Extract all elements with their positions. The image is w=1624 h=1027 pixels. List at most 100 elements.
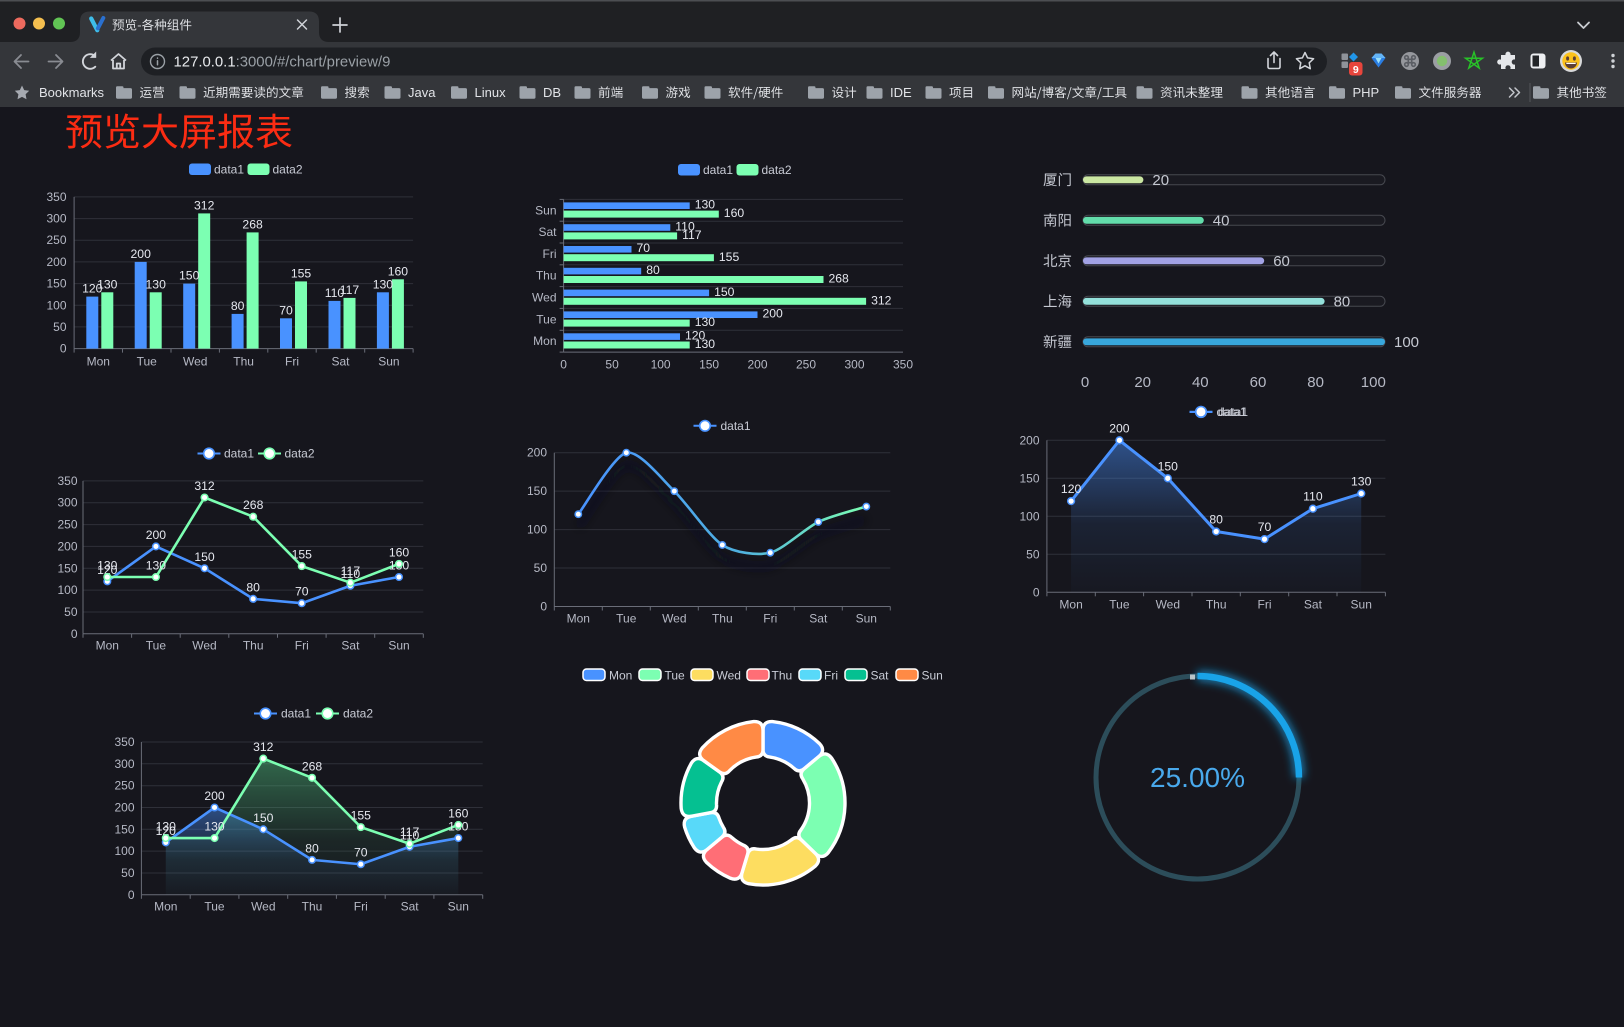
svg-text:200: 200	[527, 446, 547, 460]
svg-text:110: 110	[400, 828, 420, 842]
svg-text:Mon: Mon	[1059, 598, 1082, 612]
svg-text:Mon: Mon	[609, 669, 632, 683]
svg-text:350: 350	[57, 474, 77, 488]
svg-text:Mon: Mon	[154, 900, 177, 914]
svg-text:Sat: Sat	[538, 225, 557, 239]
svg-text:Wed: Wed	[662, 612, 686, 626]
svg-text:100: 100	[114, 844, 134, 858]
svg-text:312: 312	[871, 293, 892, 307]
svg-text:data1: data1	[224, 447, 254, 461]
svg-text:100: 100	[1394, 334, 1419, 351]
svg-text:Thu: Thu	[302, 900, 323, 914]
svg-text:80: 80	[646, 263, 660, 277]
svg-text:130: 130	[156, 820, 177, 834]
svg-text:data2: data2	[285, 447, 315, 461]
svg-text:300: 300	[844, 358, 864, 372]
svg-text:150: 150	[1158, 459, 1179, 473]
svg-text:Sat: Sat	[809, 612, 828, 626]
svg-text:250: 250	[796, 358, 816, 372]
svg-text:Wed: Wed	[183, 355, 207, 369]
svg-text:Sun: Sun	[448, 900, 469, 914]
svg-text:130: 130	[1351, 475, 1372, 489]
svg-text:Java: Java	[408, 85, 436, 100]
svg-text:9: 9	[1353, 64, 1359, 76]
svg-text:110: 110	[1303, 490, 1323, 504]
svg-text:Tue: Tue	[204, 900, 225, 914]
svg-text:155: 155	[292, 548, 313, 562]
svg-text:155: 155	[351, 809, 372, 823]
svg-text:0: 0	[1033, 585, 1040, 599]
svg-text:200: 200	[146, 528, 167, 542]
svg-text:IDE: IDE	[890, 85, 912, 100]
svg-text:data1: data1	[281, 707, 311, 721]
svg-text:Sat: Sat	[341, 639, 360, 653]
svg-text:155: 155	[719, 250, 740, 264]
svg-text:200: 200	[763, 307, 784, 321]
svg-text:0: 0	[540, 600, 547, 614]
svg-text:268: 268	[302, 759, 323, 773]
svg-text:Tue: Tue	[137, 355, 158, 369]
svg-text:350: 350	[893, 358, 913, 372]
svg-text:117: 117	[341, 564, 361, 578]
svg-text:Tue: Tue	[536, 312, 557, 326]
svg-text:Thu: Thu	[772, 669, 793, 683]
svg-text:70: 70	[1258, 520, 1272, 534]
svg-text:268: 268	[243, 498, 264, 512]
svg-text:data2: data2	[343, 707, 373, 721]
svg-text:110: 110	[341, 567, 361, 581]
svg-text:127.0.0.1:3000/#/chart/preview: 127.0.0.1:3000/#/chart/preview/9	[174, 55, 391, 71]
svg-text:200: 200	[204, 789, 225, 803]
svg-text:Thu: Thu	[233, 355, 254, 369]
svg-text:100: 100	[1361, 374, 1386, 391]
svg-text:40: 40	[1192, 374, 1209, 391]
svg-text:130: 130	[97, 559, 118, 573]
svg-text:155: 155	[291, 266, 312, 280]
svg-text:70: 70	[295, 585, 309, 599]
svg-text:Fri: Fri	[824, 669, 838, 683]
svg-text:80: 80	[1209, 513, 1223, 527]
svg-text:Thu: Thu	[712, 612, 733, 626]
svg-text:Sat: Sat	[1304, 598, 1323, 612]
svg-text:300: 300	[57, 496, 77, 510]
svg-text:200: 200	[1109, 421, 1130, 435]
svg-text:100: 100	[1019, 509, 1039, 523]
svg-text:50: 50	[605, 358, 619, 372]
svg-text:Mon: Mon	[533, 334, 556, 348]
svg-text:117: 117	[682, 228, 702, 242]
svg-text:20: 20	[1152, 172, 1169, 189]
svg-text:Sun: Sun	[378, 355, 399, 369]
svg-text:0: 0	[128, 888, 135, 902]
svg-text:Fri: Fri	[543, 247, 557, 261]
svg-text:160: 160	[388, 264, 409, 278]
svg-text:150: 150	[714, 285, 735, 299]
svg-text:data1: data1	[1218, 405, 1248, 419]
svg-text:Thu: Thu	[243, 639, 264, 653]
svg-text:100: 100	[527, 523, 547, 537]
svg-text:268: 268	[829, 272, 850, 286]
svg-text:200: 200	[1019, 433, 1039, 447]
svg-text:0: 0	[560, 358, 567, 372]
svg-text:268: 268	[242, 217, 263, 231]
svg-text:50: 50	[53, 320, 67, 334]
svg-text:120: 120	[1061, 482, 1082, 496]
svg-text:150: 150	[46, 277, 66, 291]
svg-text:200: 200	[46, 255, 66, 269]
svg-text:data1: data1	[214, 163, 244, 177]
svg-text:300: 300	[114, 757, 134, 771]
svg-text:80: 80	[231, 299, 245, 313]
svg-text:160: 160	[724, 206, 745, 220]
svg-text:120: 120	[97, 563, 118, 577]
svg-text:Fri: Fri	[295, 639, 309, 653]
svg-text:130: 130	[373, 277, 394, 291]
svg-text:PHP: PHP	[1353, 85, 1380, 100]
svg-text:60: 60	[1250, 374, 1267, 391]
svg-text:Fri: Fri	[763, 612, 777, 626]
svg-text:Tue: Tue	[616, 612, 637, 626]
svg-text:Tue: Tue	[1109, 598, 1130, 612]
svg-text:130: 130	[695, 198, 716, 212]
svg-text:150: 150	[1019, 471, 1039, 485]
svg-text:250: 250	[46, 233, 66, 247]
svg-text:50: 50	[1026, 547, 1040, 561]
svg-text:350: 350	[46, 190, 66, 204]
svg-text:25.00%: 25.00%	[1150, 762, 1245, 793]
